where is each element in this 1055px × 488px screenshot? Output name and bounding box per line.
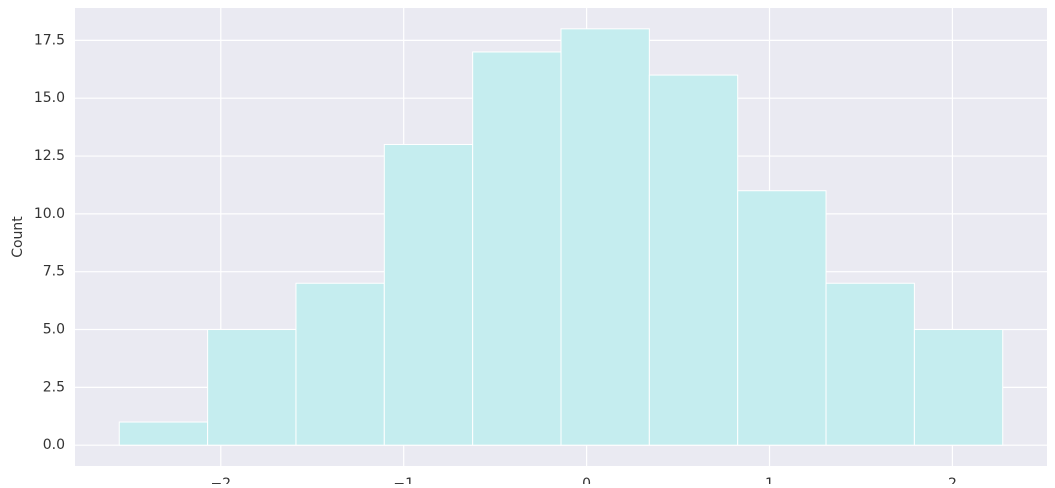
y-axis-label: Count <box>10 216 26 258</box>
x-tick-label: −1 <box>393 476 414 484</box>
bar <box>737 190 827 446</box>
bar <box>207 329 297 446</box>
bar <box>118 421 209 446</box>
y-tick-label: 12.5 <box>34 148 65 164</box>
y-tick-label: 7.5 <box>43 264 65 280</box>
y-tick-label: 17.5 <box>34 32 65 48</box>
y-tick-label: 15.0 <box>34 90 65 106</box>
bar <box>472 51 562 446</box>
bar <box>825 282 915 446</box>
bar <box>913 329 1004 446</box>
bar <box>648 74 739 446</box>
x-tick-label: 1 <box>765 476 774 484</box>
y-tick-label: 0.0 <box>43 437 65 453</box>
y-tick-label: 2.5 <box>43 379 65 395</box>
x-tick-label: 0 <box>582 476 591 484</box>
y-tick-label: 10.0 <box>34 206 65 222</box>
bar <box>383 143 474 446</box>
bar <box>560 28 650 446</box>
y-tick-label: 5.0 <box>43 322 65 338</box>
x-tick-label: 2 <box>948 476 957 484</box>
x-tick-label: −2 <box>210 476 231 484</box>
bar <box>295 282 385 446</box>
